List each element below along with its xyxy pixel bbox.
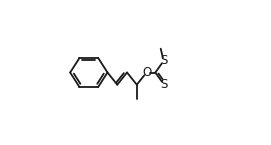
- Text: S: S: [160, 54, 167, 67]
- Text: O: O: [142, 66, 151, 79]
- Text: S: S: [160, 78, 167, 91]
